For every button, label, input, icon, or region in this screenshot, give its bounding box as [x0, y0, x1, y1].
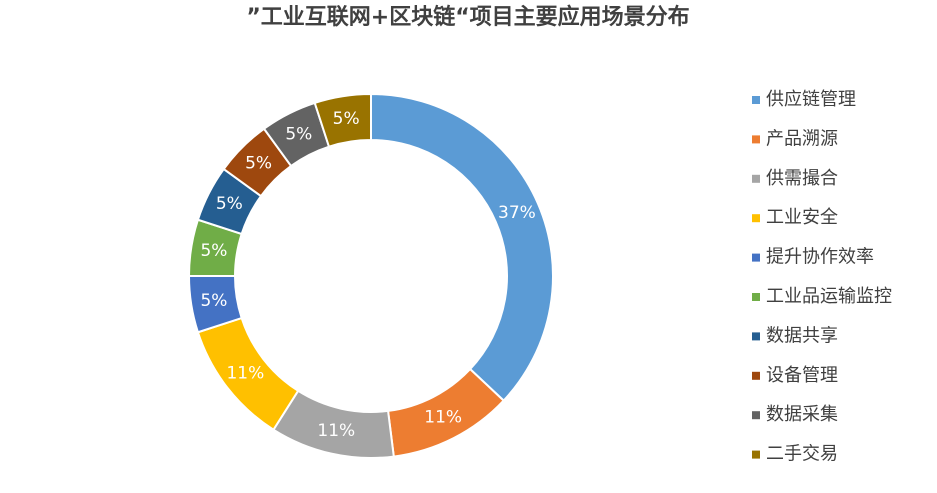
- donut-slice: [313, 92, 372, 148]
- data-label: 5%: [200, 241, 227, 261]
- legend-label: 设备管理: [766, 365, 838, 386]
- legend-swatch: [752, 371, 760, 380]
- legend-swatch: [752, 174, 760, 183]
- legend-swatch: [752, 214, 760, 223]
- data-label: 5%: [245, 154, 272, 174]
- data-label: 37%: [498, 203, 536, 223]
- legend-swatch: [752, 253, 760, 262]
- data-label: 11%: [424, 408, 462, 428]
- data-label: 5%: [200, 291, 227, 311]
- legend-swatch: [752, 411, 760, 420]
- legend-label: 数据共享: [766, 325, 838, 346]
- data-label: 5%: [216, 194, 243, 214]
- chart-title: ”工业互联网+区块链“项目主要应用场景分布: [246, 4, 689, 30]
- legend-swatch: [752, 293, 760, 301]
- legend-swatch: [752, 96, 760, 104]
- legend-label: 提升协作效率: [766, 247, 874, 268]
- data-label: 11%: [317, 421, 355, 441]
- legend-label: 供应链管理: [766, 89, 856, 110]
- legend-swatch: [752, 450, 760, 459]
- legend-label: 二手交易: [766, 444, 838, 465]
- legend-swatch: [752, 135, 760, 144]
- legend-label: 数据采集: [766, 404, 838, 425]
- legend-label: 产品溯源: [766, 128, 838, 149]
- donut-slice: [370, 92, 554, 403]
- legend-label: 供需撮合: [766, 168, 838, 189]
- legend-swatch: [752, 332, 760, 341]
- data-label: 5%: [333, 109, 360, 129]
- legend-label: 工业品运输监控: [766, 286, 892, 307]
- data-label: 5%: [285, 124, 312, 144]
- data-label: 11%: [226, 363, 264, 383]
- legend-label: 工业安全: [766, 207, 838, 228]
